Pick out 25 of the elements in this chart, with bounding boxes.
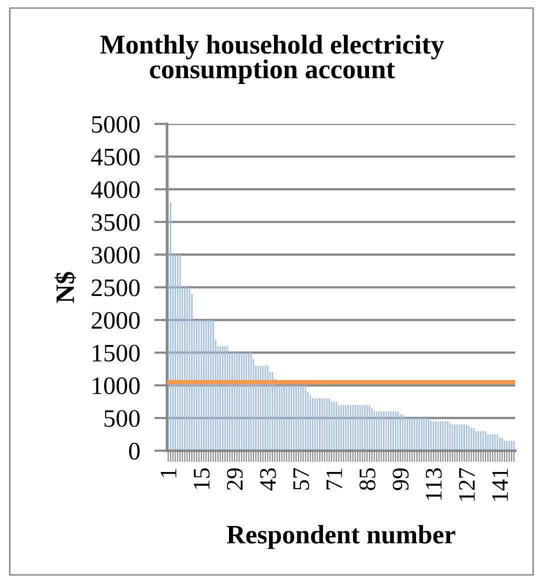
x-tick-label: 15 (194, 468, 210, 489)
y-tick-label: 4500 (91, 148, 140, 166)
x-tick-label: 127 (459, 468, 475, 501)
x-tick-label: 99 (392, 468, 409, 490)
y-tick-label: 5000 (92, 116, 140, 133)
x-tick-label: 57 (293, 468, 310, 490)
x-tick-label: 141 (492, 468, 508, 501)
x-tick-label: 43 (260, 468, 276, 491)
y-tick-label: 0 (129, 442, 140, 460)
y-tick-label: 4000 (91, 181, 140, 198)
x-tick-label: 85 (359, 468, 376, 490)
chart-title: Monthly household electricity consumption account (100, 34, 444, 84)
y-tick-label: 3000 (92, 246, 140, 264)
x-tick-label: 1 (160, 468, 176, 478)
y-tick-label: 1500 (92, 344, 140, 362)
x-tick-label: 29 (226, 468, 243, 490)
x-tick-label: 71 (326, 468, 342, 490)
y-tick-label: 2500 (92, 279, 140, 296)
y-tick-label: 3500 (92, 214, 140, 231)
y-axis-title: N$ (54, 272, 76, 303)
x-tick-label: 113 (426, 468, 442, 500)
y-tick-label: 2000 (92, 312, 140, 329)
x-axis-title: Respondent number (226, 525, 456, 549)
y-tick-label: 1000 (92, 377, 140, 394)
y-tick-label: 500 (104, 410, 140, 427)
